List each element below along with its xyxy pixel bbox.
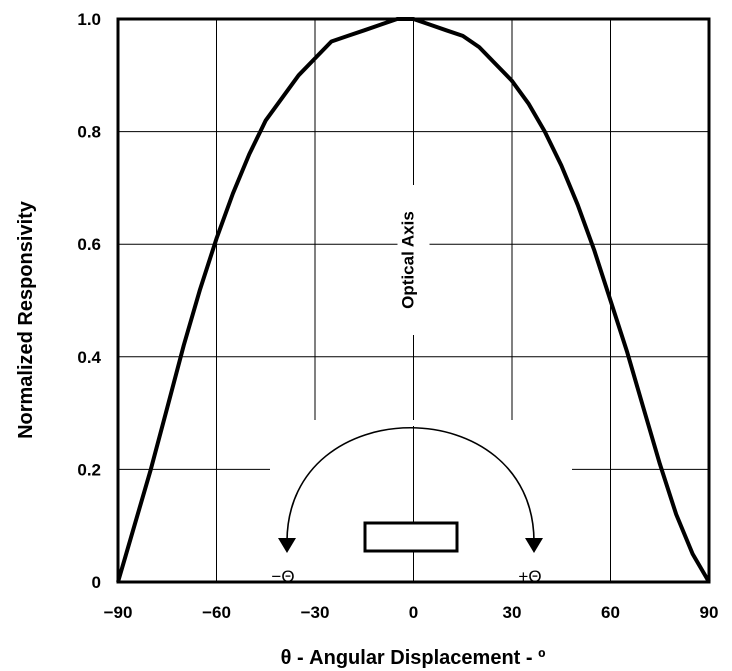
sensor-box [363,521,459,553]
y-axis-title: Normalized Responsivity [15,200,37,439]
x-tick-label: 60 [601,603,620,622]
data-point [281,97,283,99]
data-point [593,249,595,251]
data-point [248,153,251,155]
y-tick-label: 0 [92,573,101,592]
data-point [560,164,563,167]
data-point [150,468,152,471]
data-point [314,57,316,60]
data-point [675,513,677,516]
y-tick-label: 0.4 [77,348,101,367]
data-point [511,80,513,82]
data-point [133,524,136,527]
data-point [199,288,201,291]
orientation-diagram: Optical Axis−Θ +Θ [270,185,572,586]
optical-axis-label-gap [397,185,430,335]
data-point [576,203,579,206]
data-point [182,344,185,347]
data-point [609,299,612,302]
data-point [478,46,480,48]
y-tick-label: 1.0 [77,10,101,29]
data-point [658,462,661,465]
data-point [544,130,546,133]
y-axis-ticks: 0 0.2 0.4 0.6 0.8 1.0 [77,10,101,592]
data-point [494,63,497,65]
y-tick-label: 0.6 [77,235,101,254]
optical-axis-label: Optical Axis [399,211,418,309]
x-tick-label: 90 [700,603,719,622]
right-arrowhead [525,538,543,553]
data-point [626,350,628,352]
data-point [232,192,234,195]
y-tick-label: 0.2 [77,460,101,479]
data-point [445,29,448,32]
x-tick-label: −60 [202,603,231,622]
data-point [527,102,530,105]
data-point [429,23,431,26]
diagram-background [270,420,572,586]
data-point [330,40,333,43]
data-point [461,35,464,37]
data-point [215,237,218,240]
data-point [297,74,300,77]
y-tick-label: 0.8 [77,123,101,142]
data-point [363,29,366,32]
left-arrowhead [278,538,296,553]
x-tick-label: 30 [503,603,522,622]
data-point [347,35,349,37]
x-tick-label: −90 [104,603,133,622]
x-axis-title: θ - Angular Displacement - º [281,647,546,669]
data-point [379,23,382,26]
plot-area-frame [116,17,711,584]
rotation-arc [286,426,535,542]
x-tick-label: 0 [409,603,418,622]
x-tick-label: −30 [301,603,330,622]
data-point [166,406,169,409]
x-axis-ticks: −90 −60 −30 0 30 60 90 [104,603,719,622]
data-point [264,119,267,122]
data-point [691,553,694,555]
data-point [642,406,645,409]
